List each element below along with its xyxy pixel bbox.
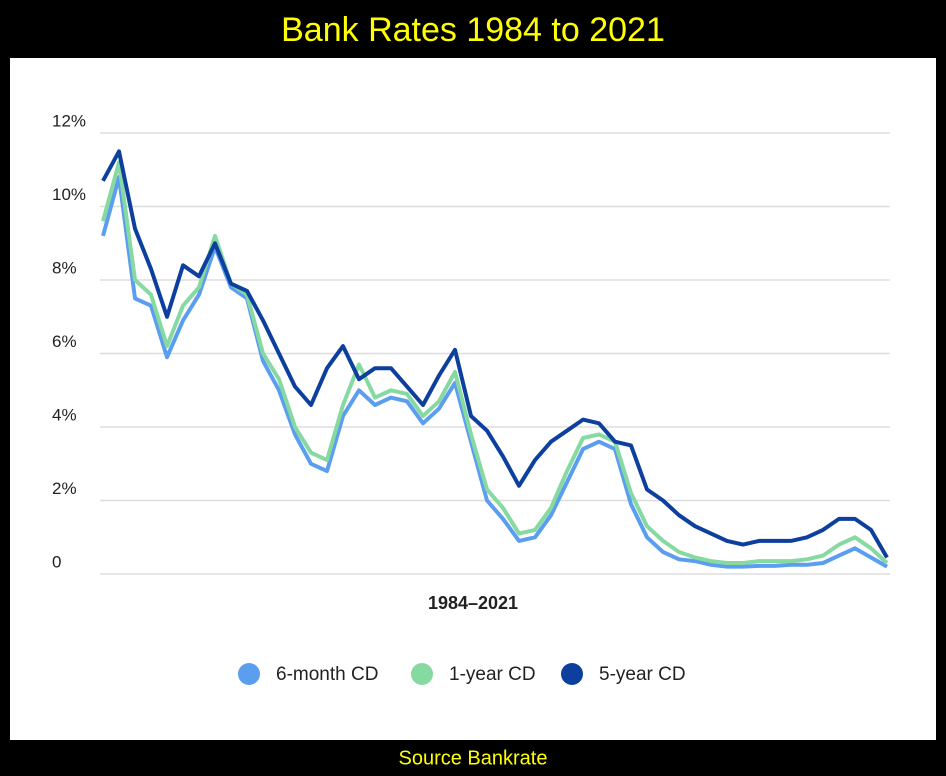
source-note: Source Bankrate	[399, 747, 548, 769]
y-tick-label: 6%	[52, 332, 77, 351]
y-tick-label: 10%	[52, 185, 86, 204]
y-tick-label: 8%	[52, 258, 77, 277]
legend-label: 6-month CD	[276, 664, 378, 685]
legend-marker	[561, 663, 583, 685]
series-line	[101, 149, 889, 559]
y-tick-label: 0	[52, 552, 61, 571]
y-tick-label: 2%	[52, 479, 77, 498]
chart-title: Bank Rates 1984 to 2021	[281, 11, 665, 49]
x-axis-label: 1984–2021	[428, 593, 518, 613]
legend-label: 1-year CD	[449, 664, 536, 685]
legend-marker	[411, 663, 433, 685]
y-tick-label: 4%	[52, 405, 77, 424]
series-line	[101, 175, 888, 569]
legend-marker	[238, 663, 260, 685]
chart-panel	[10, 58, 936, 740]
y-tick-label: 12%	[52, 111, 86, 130]
legend-label: 5-year CD	[599, 664, 686, 685]
